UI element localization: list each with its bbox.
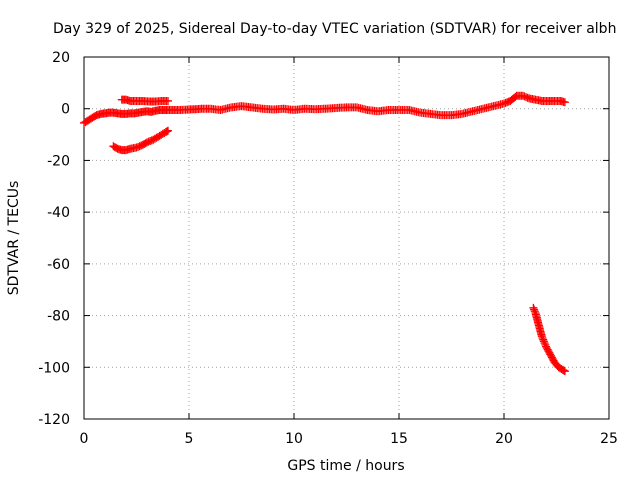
data-marks <box>80 91 569 376</box>
data-point <box>560 367 569 376</box>
series-upper-arc <box>117 95 172 106</box>
series-main-trace <box>80 91 569 127</box>
data-point <box>539 337 548 346</box>
x-tick-label: 5 <box>185 431 194 447</box>
data-point <box>539 335 548 344</box>
y-tick-label: 20 <box>52 50 70 66</box>
x-axis-label: GPS time / hours <box>287 458 404 474</box>
data-point <box>530 305 539 314</box>
y-tick-label: -80 <box>47 309 70 325</box>
data-point <box>560 98 569 107</box>
y-tick-label: -120 <box>38 412 70 428</box>
chart-title: Day 329 of 2025, Sidereal Day-to-day VTE… <box>53 21 616 37</box>
x-tick-label: 25 <box>600 431 618 447</box>
y-tick-label: -40 <box>47 205 70 221</box>
y-axis-label: SDTVAR / TECUs <box>6 181 22 296</box>
plot-frame <box>83 56 610 420</box>
x-tick-label: 15 <box>390 431 408 447</box>
x-tick-label: 0 <box>80 431 89 447</box>
y-axis: 20 0 -20 -40 -60 -80 -100 -120 <box>38 50 609 428</box>
y-tick-label: -100 <box>38 360 70 376</box>
grid-lines <box>84 57 609 419</box>
data-point <box>538 333 547 342</box>
data-point <box>540 339 549 348</box>
y-tick-label: -20 <box>47 153 70 169</box>
series-plunge <box>529 303 569 376</box>
x-tick-label: 10 <box>285 431 303 447</box>
x-tick-label: 20 <box>495 431 513 447</box>
y-tick-label: 0 <box>61 102 70 118</box>
data-point <box>537 332 546 341</box>
y-tick-label: -60 <box>47 257 70 273</box>
series-descending-arc <box>109 126 172 155</box>
data-point <box>529 303 538 312</box>
x-axis: 0 5 10 15 20 25 <box>80 57 618 447</box>
data-point <box>164 126 172 135</box>
data-point <box>164 96 172 105</box>
